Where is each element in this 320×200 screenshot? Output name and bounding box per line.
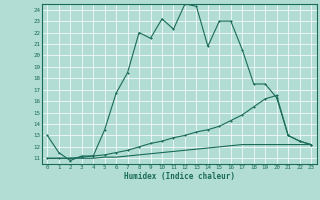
X-axis label: Humidex (Indice chaleur): Humidex (Indice chaleur) <box>124 172 235 181</box>
